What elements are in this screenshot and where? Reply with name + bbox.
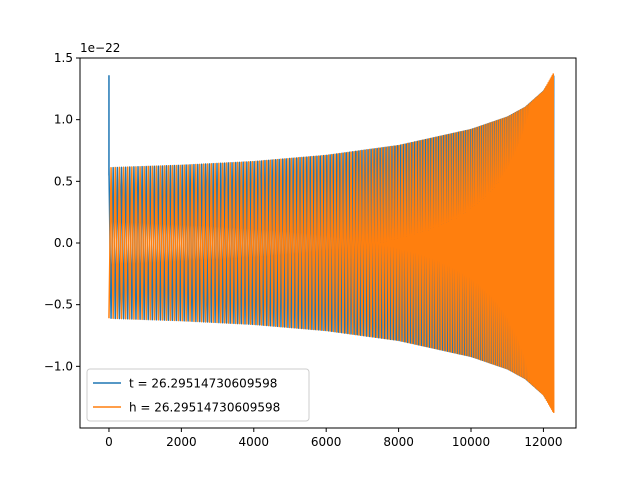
x-tick-label: 6000 (311, 435, 342, 449)
y-tick-label: 1.5 (54, 51, 73, 65)
series-layer (108, 73, 555, 413)
legend-label-t: t = 26.29514730609598 (129, 377, 277, 391)
x-tick-label: 12000 (524, 435, 562, 449)
x-tick-label: 8000 (383, 435, 414, 449)
y-axis-ticks: −1.0 −0.5 0.0 0.5 1.0 1.5 (44, 51, 80, 373)
series-line-h (108, 73, 555, 413)
legend-box (86, 368, 310, 422)
x-tick-label: 0 (105, 435, 113, 449)
x-tick-label: 4000 (239, 435, 270, 449)
y-tick-label: −0.5 (44, 298, 73, 312)
x-tick-label: 10000 (452, 435, 490, 449)
y-tick-label: −1.0 (44, 359, 73, 373)
y-tick-label: 0.0 (54, 236, 73, 250)
x-axis-ticks: 0 2000 4000 6000 8000 10000 12000 (105, 428, 563, 449)
legend: t = 26.29514730609598 h = 26.29514730609… (86, 368, 310, 422)
x-tick-label: 2000 (166, 435, 197, 449)
y-tick-label: 1.0 (54, 113, 73, 127)
y-offset-text: 1e−22 (80, 41, 120, 55)
y-tick-label: 0.5 (54, 174, 73, 188)
legend-label-h: h = 26.29514730609598 (129, 401, 280, 415)
